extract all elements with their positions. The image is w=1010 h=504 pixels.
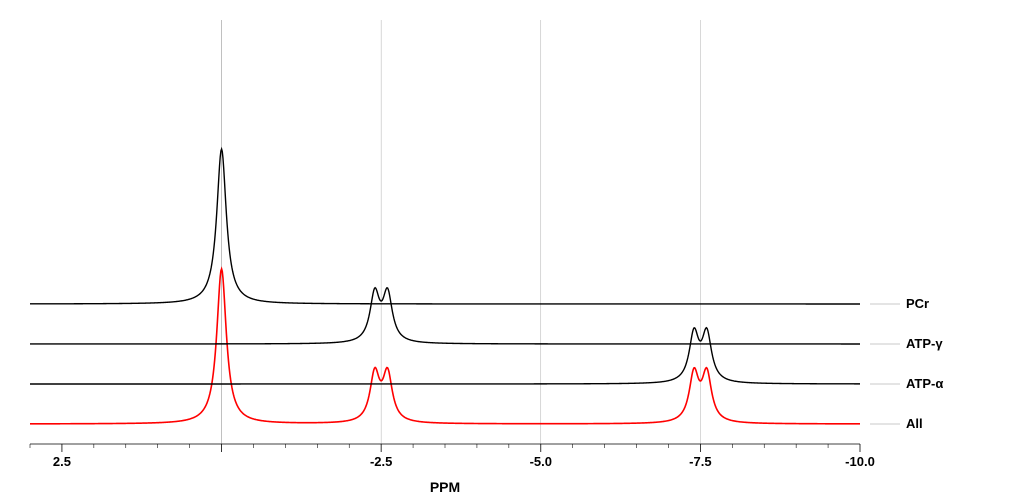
plot-svg: All ATP-α ATP-γ PCr 2.5 -2.5 -5.0 -7.5 -10.0 PPM	[0, 0, 1010, 504]
nmr-stack-plot: All ATP-α ATP-γ PCr 2.5 -2.5 -5.0 -7.5 -10.0 PPM	[0, 0, 1010, 504]
legend-label-atp-alpha: ATP-α	[906, 376, 943, 391]
legend-label-atp-gamma: ATP-γ	[906, 336, 943, 351]
x-tick-label: -7.5	[689, 454, 711, 469]
x-tick-label: -10.0	[845, 454, 875, 469]
legend-label-all: All	[906, 416, 923, 431]
x-axis-label: PPM	[430, 479, 460, 495]
x-tick-label: -2.5	[370, 454, 392, 469]
legend-label-pcr: PCr	[906, 296, 929, 311]
x-tick-label: 2.5	[53, 454, 71, 469]
x-tick-label: -5.0	[530, 454, 552, 469]
